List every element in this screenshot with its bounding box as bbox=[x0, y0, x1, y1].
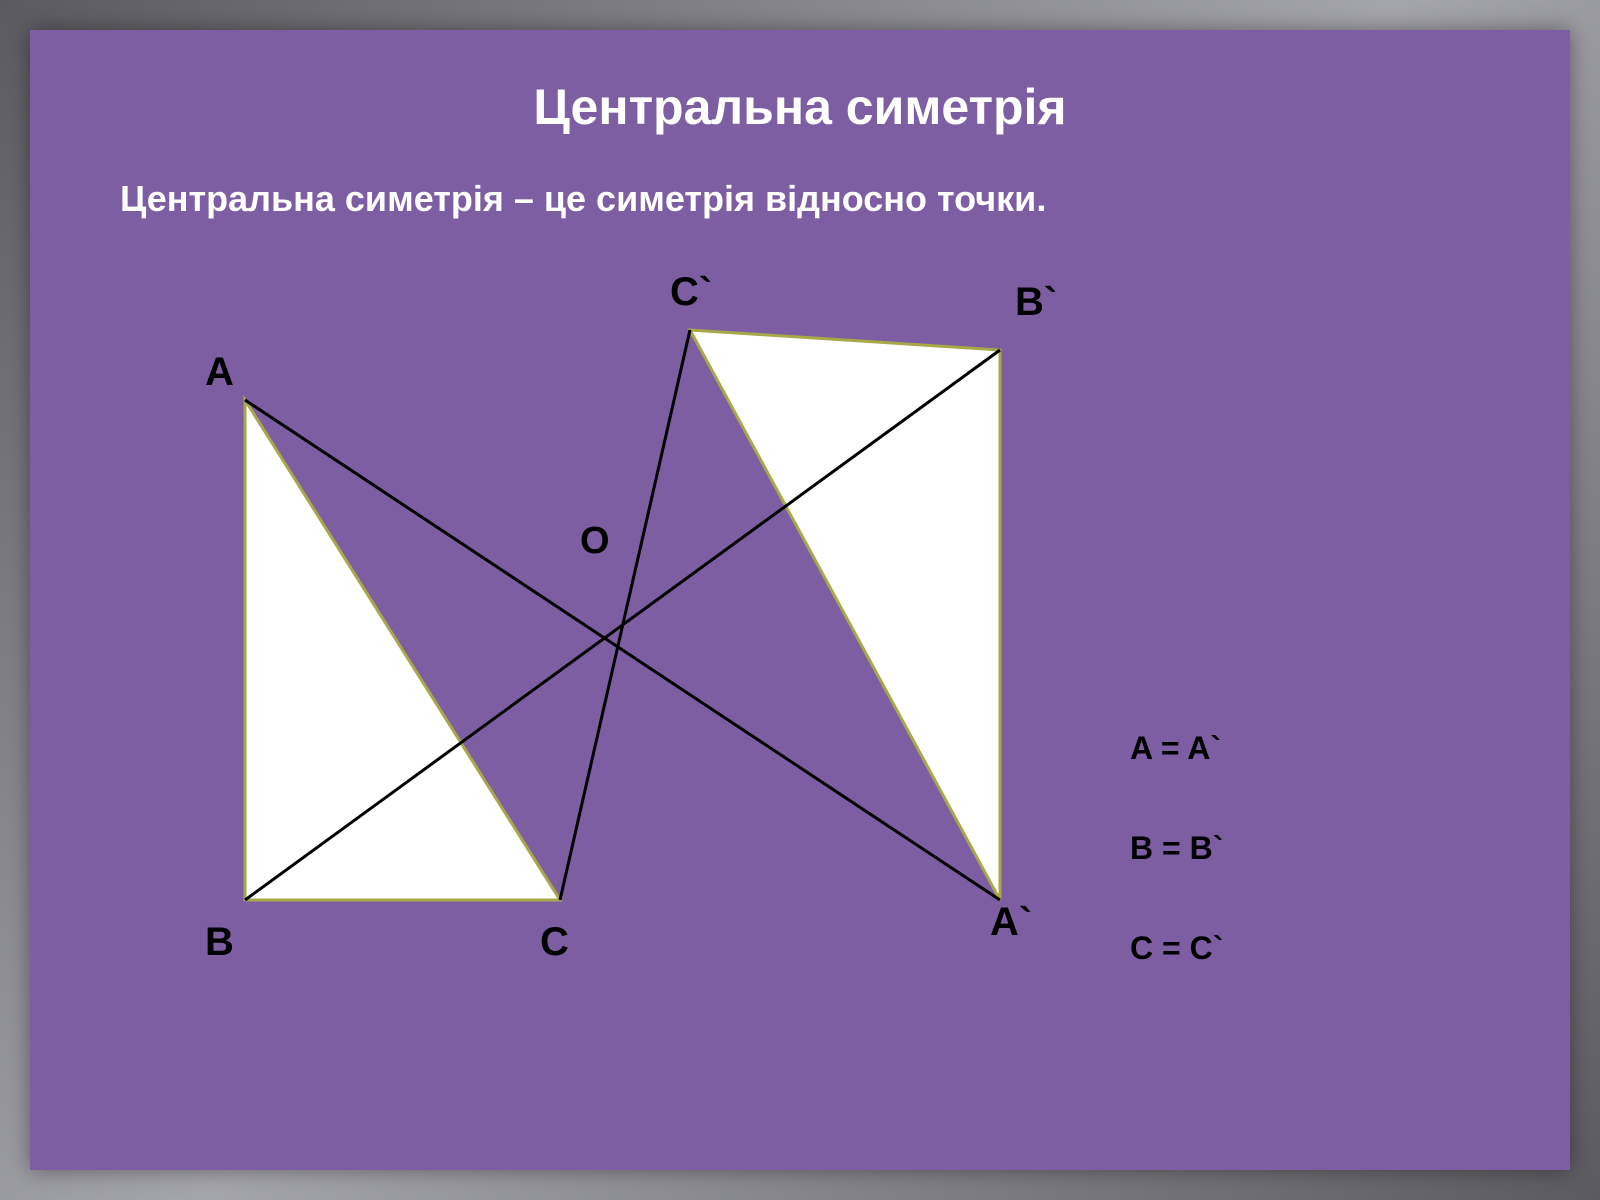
triangle-abc bbox=[245, 400, 560, 900]
equality-b: B = B` bbox=[1130, 830, 1223, 867]
equality-c: C = C` bbox=[1130, 930, 1223, 967]
vertex-label-ap: A` bbox=[990, 900, 1032, 945]
vertex-label-cp: C` bbox=[670, 270, 712, 315]
central-symmetry-diagram bbox=[30, 30, 1570, 1170]
vertex-label-bp: B` bbox=[1015, 280, 1057, 325]
vertex-label-a: A bbox=[205, 350, 234, 395]
vertex-label-c: C bbox=[540, 920, 569, 965]
equality-a: A = A` bbox=[1130, 730, 1221, 767]
line-c-cp bbox=[560, 330, 690, 900]
center-label-o: O bbox=[580, 520, 610, 563]
vertex-label-b: B bbox=[205, 920, 234, 965]
triangle-apbpcp bbox=[690, 330, 1000, 900]
slide: Центральна симетрія Центральна симетрія … bbox=[30, 30, 1570, 1170]
